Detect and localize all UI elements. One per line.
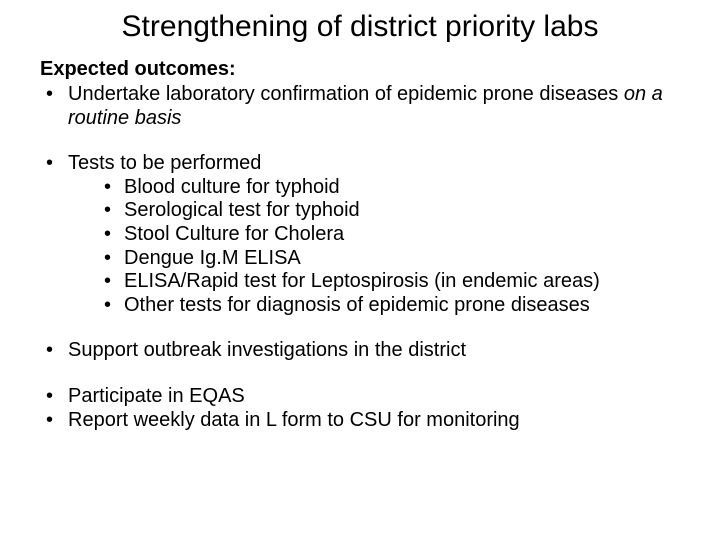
slide: Strengthening of district priority labs … xyxy=(0,0,720,540)
bullet-item: Report weekly data in L form to CSU for … xyxy=(40,409,680,433)
bullet-item: Support outbreak investigations in the d… xyxy=(40,339,680,363)
slide-title: Strengthening of district priority labs xyxy=(40,10,680,44)
bullet-text: Undertake laboratory confirmation of epi… xyxy=(68,83,624,105)
bullet-text: Tests to be performed xyxy=(68,152,261,174)
sub-bullet-item: ELISA/Rapid test for Leptospirosis (in e… xyxy=(68,270,680,294)
sub-bullet-list: Blood culture for typhoid Serological te… xyxy=(68,176,680,318)
expected-outcomes-heading: Expected outcomes: xyxy=(40,58,680,81)
bullet-list: Undertake laboratory confirmation of epi… xyxy=(40,83,680,432)
bullet-item: Undertake laboratory confirmation of epi… xyxy=(40,83,680,130)
sub-bullet-item: Dengue Ig.M ELISA xyxy=(68,247,680,271)
bullet-item: Tests to be performed Blood culture for … xyxy=(40,152,680,317)
sub-bullet-item: Blood culture for typhoid xyxy=(68,176,680,200)
sub-bullet-item: Serological test for typhoid xyxy=(68,199,680,223)
sub-bullet-item: Stool Culture for Cholera xyxy=(68,223,680,247)
bullet-item: Participate in EQAS xyxy=(40,385,680,409)
sub-bullet-item: Other tests for diagnosis of epidemic pr… xyxy=(68,294,680,318)
